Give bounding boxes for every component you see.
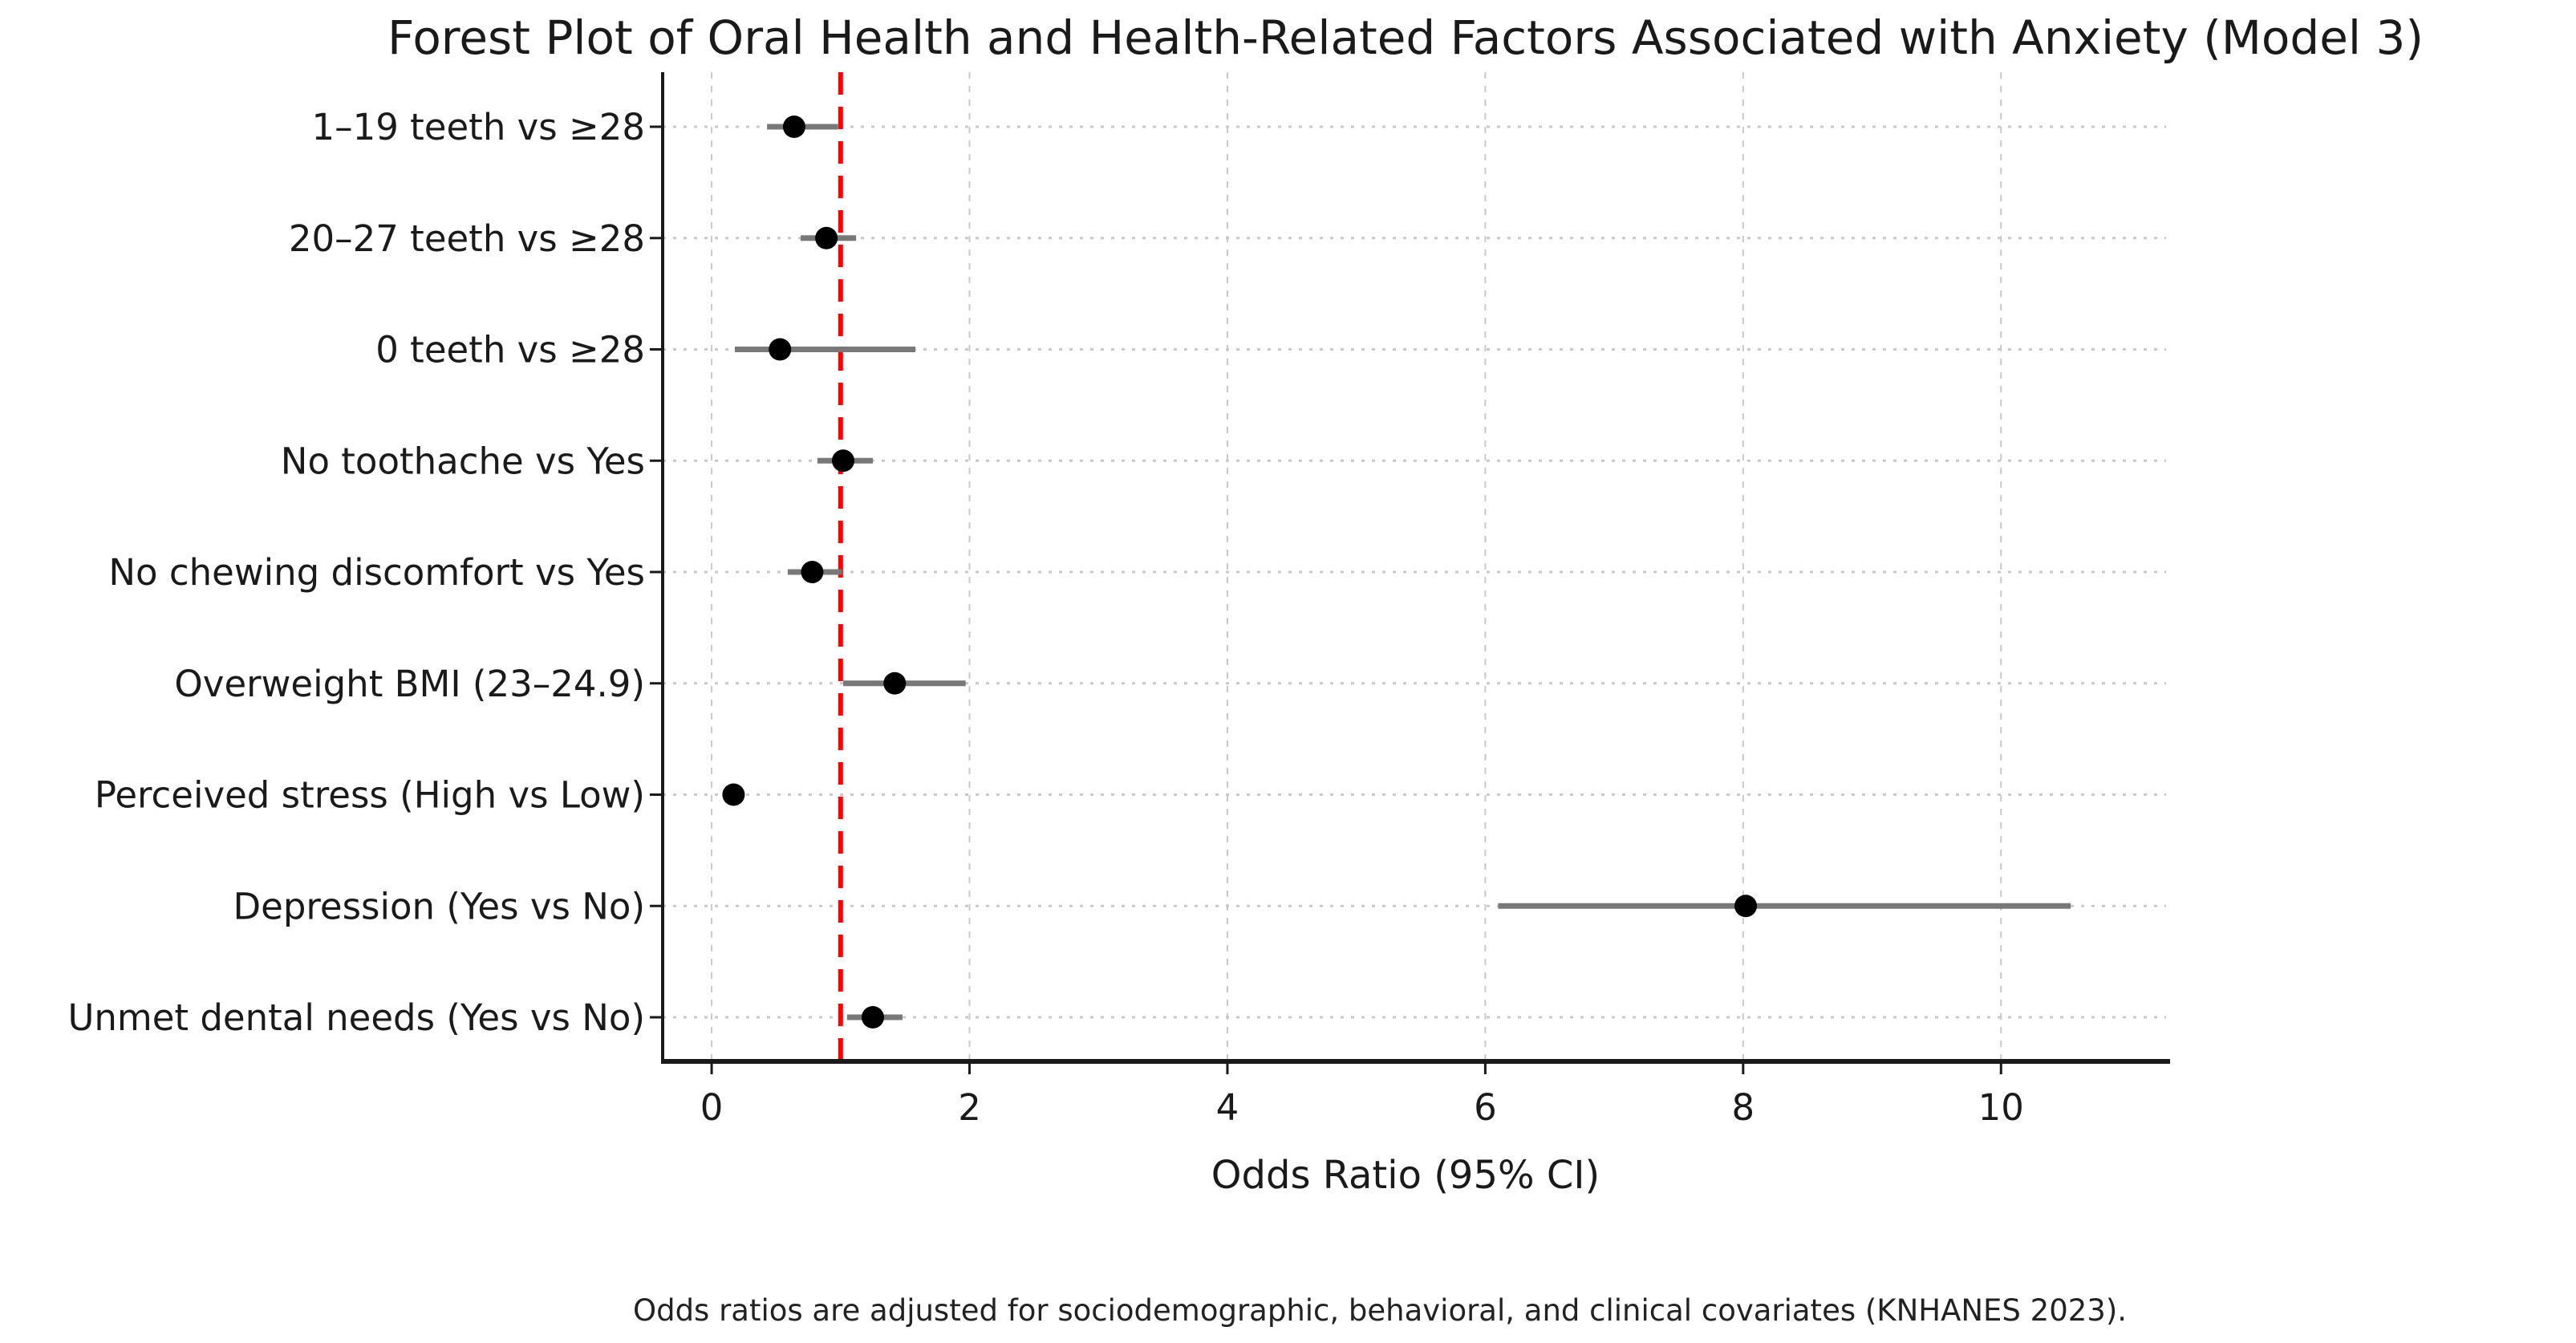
category-label: Unmet dental needs (Yes vs No) [67,996,645,1039]
x-tick-label: 6 [1474,1086,1497,1129]
or-marker [801,561,824,583]
or-marker [1734,895,1758,918]
or-marker [769,338,792,361]
category-label: 1–19 teeth vs ≥28 [311,106,645,148]
or-marker [815,226,838,250]
category-label: Depression (Yes vs No) [233,885,645,927]
x-tick-label: 8 [1732,1086,1755,1129]
x-tick-label: 10 [1978,1086,2024,1129]
or-marker [782,116,805,138]
or-marker [861,1006,884,1029]
category-label: No chewing discomfort vs Yes [108,551,645,594]
chart-footnote: Odds ratios are adjusted for sociodemogr… [632,1293,2128,1328]
category-label: Perceived stress (High vs Low) [95,774,645,817]
category-label: No toothache vs Yes [281,440,645,482]
chart-title: Forest Plot of Oral Health and Health-Re… [387,10,2424,65]
or-marker [883,672,907,695]
category-label: Overweight BMI (23–24.9) [174,663,645,705]
or-marker [722,783,745,806]
x-tick-label: 0 [700,1086,724,1129]
category-label: 0 teeth vs ≥28 [375,329,645,371]
category-label: 20–27 teeth vs ≥28 [289,217,645,260]
x-axis-title: Odds Ratio (95% CI) [1211,1153,1600,1198]
or-marker [832,449,855,473]
x-tick-label: 2 [958,1086,981,1129]
x-tick-label: 4 [1216,1086,1239,1129]
